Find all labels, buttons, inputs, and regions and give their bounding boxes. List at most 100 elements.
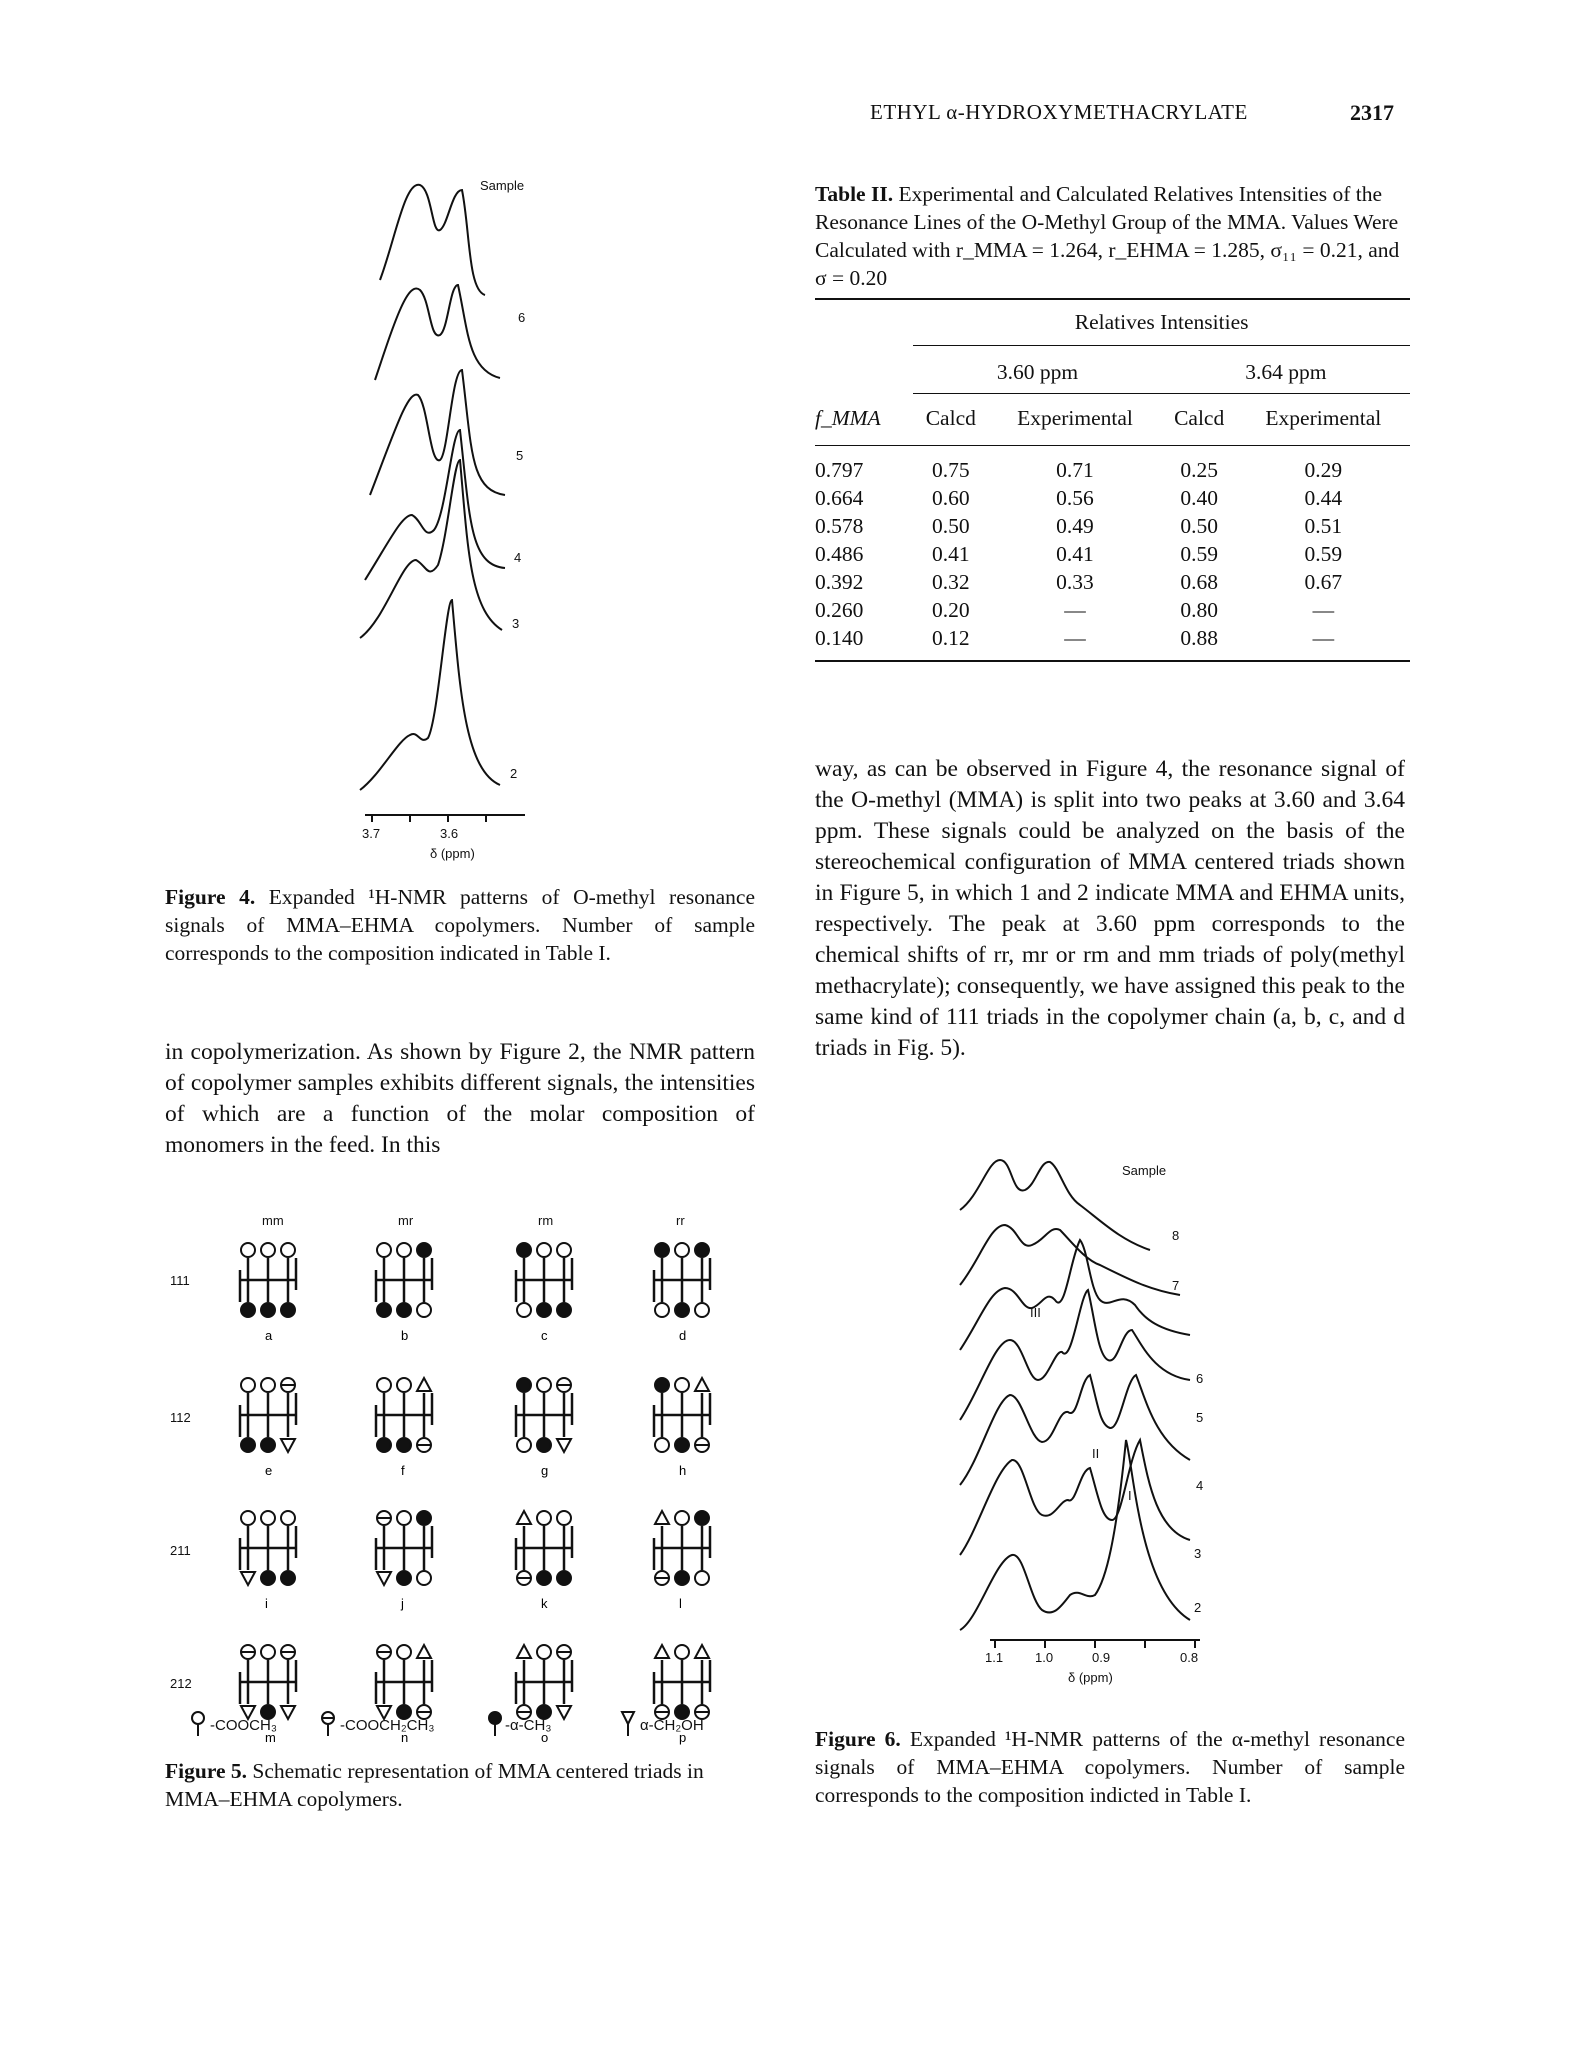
fig5-substituent-symbol bbox=[280, 1570, 296, 1586]
fig5-legend-alpha-ch2oh: α-CH₂OH bbox=[640, 1717, 704, 1734]
fig6-peak-label-I: I bbox=[1128, 1488, 1132, 1503]
fig5-substituent-symbol bbox=[556, 1510, 572, 1526]
fig4-trace-6 bbox=[374, 283, 501, 381]
table-cell: 0.60 bbox=[931, 486, 970, 510]
figure-6-caption-text: Expanded ¹H-NMR patterns of the α-methyl… bbox=[815, 1727, 1406, 1807]
fig5-substituent-symbol bbox=[536, 1644, 552, 1660]
fig5-substituent-symbol bbox=[516, 1377, 532, 1393]
fig5-substituent-symbol bbox=[674, 1377, 690, 1393]
fig5-triad-frame bbox=[652, 1524, 712, 1572]
fig5-substituent-symbol bbox=[396, 1644, 412, 1660]
fig5-substituent-symbol bbox=[416, 1510, 432, 1526]
fig4-trace-label-6: 6 bbox=[518, 310, 525, 325]
fig5-triad-letter: b bbox=[401, 1328, 408, 1343]
table-2-group-header-360: 3.60 ppm bbox=[996, 360, 1079, 384]
figure-4-caption-text: Expanded ¹H-NMR patterns of O-methyl res… bbox=[165, 885, 756, 965]
fig5-substituent-symbol bbox=[536, 1302, 552, 1318]
fig5-triad-letter: o bbox=[541, 1730, 548, 1745]
fig5-substituent-symbol bbox=[653, 1642, 671, 1659]
table-cell: — bbox=[1312, 626, 1335, 650]
fig5-substituent-symbol bbox=[279, 1705, 297, 1722]
fig5-substituent-symbol bbox=[674, 1437, 690, 1453]
table-cell: 0.12 bbox=[931, 626, 970, 650]
fig5-substituent-symbol bbox=[415, 1375, 433, 1392]
fig5-substituent-symbol bbox=[280, 1510, 296, 1526]
table-cell: 0.664 bbox=[815, 486, 864, 510]
fig5-substituent-symbol bbox=[396, 1437, 412, 1453]
figure-4-caption-label: Figure 4. bbox=[165, 885, 256, 909]
fig5-substituent-symbol bbox=[260, 1644, 276, 1660]
running-head: ETHYL α-HYDROXYMETHACRYLATE bbox=[870, 100, 1248, 124]
fig5-triad-frame bbox=[238, 1524, 298, 1572]
fig5-substituent-symbol bbox=[396, 1242, 412, 1258]
fig5-triad: a bbox=[238, 1242, 298, 1343]
fig5-triad-letter: n bbox=[401, 1730, 408, 1745]
table-cell: 0.25 bbox=[1180, 458, 1218, 482]
table-cell: — bbox=[1064, 626, 1086, 650]
fig5-row-111: 111 bbox=[170, 1273, 190, 1288]
fig5-triad: k bbox=[514, 1508, 574, 1611]
fig5-substituent-symbol bbox=[693, 1375, 711, 1392]
fig5-legend-triangle-icon bbox=[620, 1711, 636, 1727]
fig4-axis-label: δ (ppm) bbox=[430, 846, 475, 861]
table-cell: 0.20 bbox=[931, 598, 970, 622]
fig5-col-rr: rr bbox=[676, 1213, 685, 1228]
table-cell: 0.59 bbox=[1304, 542, 1343, 566]
table-2-body: 0.797 0.75 0.71 0.25 0.29 0.664 0.60 0.56 0.40 0.… bbox=[815, 456, 1410, 652]
table-cell: 0.51 bbox=[1304, 514, 1343, 538]
fig5-legend-cooch2ch3: -COOCH₂CH₃ bbox=[340, 1717, 434, 1734]
table-cell: 0.50 bbox=[1180, 514, 1218, 538]
fig5-triad-letter: m bbox=[265, 1730, 276, 1745]
fig5-row-212: 212 bbox=[170, 1676, 192, 1691]
fig5-triad-frame bbox=[652, 1256, 712, 1304]
figure-5-triads: mm mr rm rr 111 112 211 212 a b c d e f g h i j k l… bbox=[170, 1213, 712, 1745]
fig5-substituent-symbol bbox=[674, 1644, 690, 1660]
fig5-substituent-symbol bbox=[674, 1242, 690, 1258]
fig5-row-211: 211 bbox=[170, 1543, 191, 1558]
fig5-substituent-symbol bbox=[396, 1302, 412, 1318]
fig6-trace-label-5: 5 bbox=[1196, 1410, 1203, 1425]
fig5-substituent-symbol bbox=[694, 1302, 710, 1318]
fig6-trace-2 bbox=[959, 1439, 1191, 1631]
fig4-trace-2 bbox=[359, 598, 501, 791]
fig5-substituent-symbol bbox=[416, 1302, 432, 1318]
table-row: 0.140 0.12 — 0.88 — bbox=[815, 624, 1410, 652]
fig4-trace-top bbox=[379, 183, 486, 296]
table-2-col-fmma: f_MMA bbox=[815, 406, 881, 430]
fig4-tick-3.7: 3.7 bbox=[362, 826, 380, 841]
fig5-legend-filled-circle-icon bbox=[488, 1711, 502, 1725]
fig5-substituent-symbol bbox=[280, 1242, 296, 1258]
fig5-legend-cooch3: -COOCH₃ bbox=[210, 1717, 277, 1734]
fig6-trace-label-2: 2 bbox=[1194, 1600, 1201, 1615]
table-cell: 0.44 bbox=[1304, 486, 1343, 510]
fig5-substituent-symbol bbox=[654, 1437, 670, 1453]
table-row: 0.392 0.32 0.33 0.68 0.67 bbox=[815, 568, 1410, 596]
fig5-substituent-symbol bbox=[376, 1242, 392, 1258]
fig5-triad: d bbox=[652, 1242, 712, 1343]
fig5-triad-letter: d bbox=[679, 1328, 686, 1343]
fig6-trace-7 bbox=[959, 1223, 1181, 1296]
fig6-tick-1.0: 1.0 bbox=[1035, 1650, 1053, 1665]
fig5-substituent-symbol bbox=[260, 1510, 276, 1526]
fig5-substituent-symbol bbox=[556, 1302, 572, 1318]
fig5-substituent-symbol bbox=[396, 1377, 412, 1393]
fig6-trace-3 bbox=[959, 1437, 1191, 1556]
fig5-legend-open-circle-icon bbox=[191, 1711, 205, 1725]
fig5-triad-letter: k bbox=[541, 1596, 548, 1611]
fig5-substituent-symbol bbox=[396, 1570, 412, 1586]
fig6-trace-4 bbox=[959, 1373, 1191, 1486]
fig5-substituent-symbol bbox=[555, 1705, 573, 1722]
table-cell: 0.56 bbox=[1056, 486, 1094, 510]
fig5-col-mr: mr bbox=[398, 1213, 414, 1228]
fig5-substituent-symbol bbox=[653, 1508, 671, 1525]
fig5-triad-frame bbox=[514, 1524, 574, 1572]
fig5-substituent-symbol bbox=[240, 1242, 256, 1258]
table-2-super-header: Relatives Intensities bbox=[1074, 310, 1249, 334]
fig5-substituent-symbol bbox=[239, 1571, 257, 1588]
fig5-substituent-symbol bbox=[376, 1302, 392, 1318]
table-row: 0.664 0.60 0.56 0.40 0.44 bbox=[815, 484, 1410, 512]
fig5-substituent-symbol bbox=[260, 1570, 276, 1586]
fig5-triad: o bbox=[514, 1642, 574, 1745]
fig5-substituent-symbol bbox=[260, 1377, 276, 1393]
fig4-trace-3 bbox=[359, 458, 503, 639]
